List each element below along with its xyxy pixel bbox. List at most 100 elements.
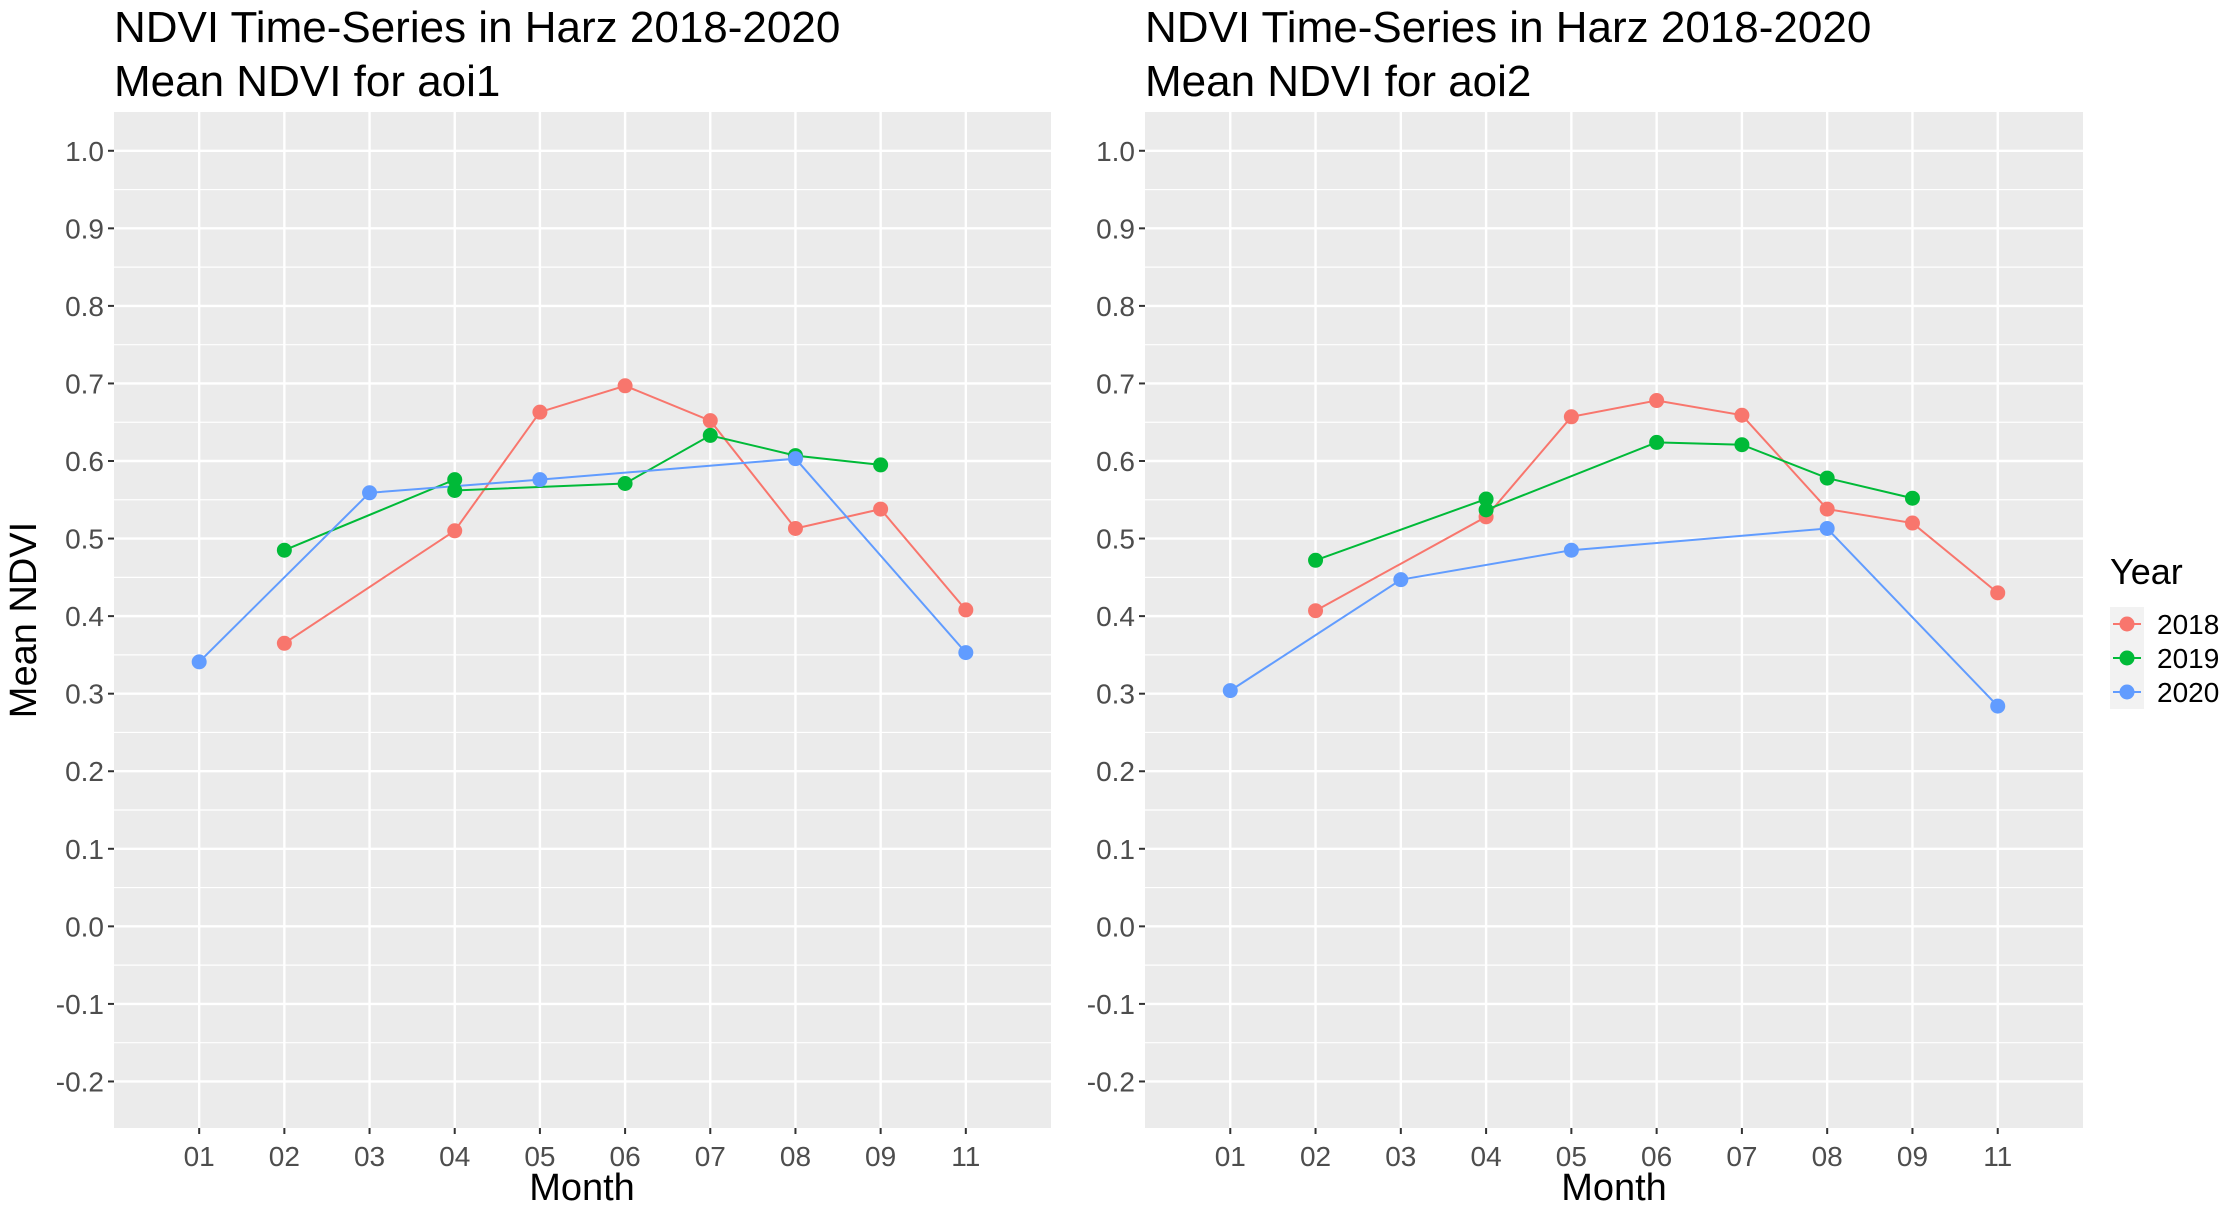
- data-point-2019: [873, 457, 889, 473]
- legend-item-2018: 2018: [2110, 607, 2219, 641]
- legend-label-2020: 2020: [2157, 677, 2219, 708]
- y-tick-labels: -0.2 -0.1 0.0 0.1 0.2 0.3 0.4 0.5 0.6 0.7 0.8 0.9 1.…: [56, 136, 114, 1097]
- x-tick-label: 06: [1641, 1141, 1672, 1172]
- data-point-2020: [1563, 542, 1579, 558]
- y-tick-labels: -0.2 -0.1 0.0 0.1 0.2 0.3 0.4 0.5 0.6 0.7 0.8 0.9 1.…: [1087, 136, 1145, 1097]
- data-point-2018: [1308, 603, 1324, 619]
- data-point-2018: [1819, 501, 1835, 517]
- x-tick-label: 08: [780, 1141, 811, 1172]
- data-point-2018: [787, 520, 803, 536]
- legend-item-2020: 2020: [2110, 675, 2219, 709]
- y-tick-label: 0.8: [65, 291, 104, 322]
- x-tick-label: 03: [1385, 1141, 1416, 1172]
- y-axis-label: Mean NDVI: [3, 522, 45, 718]
- x-tick-label: 11: [1983, 1141, 2012, 1172]
- data-point-2020: [191, 654, 207, 670]
- y-tick-label: 0.2: [65, 756, 104, 787]
- legend: Year 2018 2019 2020: [2110, 551, 2219, 709]
- data-point-2019: [1308, 552, 1324, 568]
- data-point-2018: [873, 501, 889, 517]
- data-point-2020: [362, 485, 378, 501]
- x-tick-label: 08: [1812, 1141, 1843, 1172]
- x-tick-label: 02: [269, 1141, 300, 1172]
- legend-key-point: [2119, 650, 2135, 666]
- series-line-2018: [1315, 399, 1999, 612]
- data-point-2019: [276, 542, 292, 558]
- data-point-2018: [1563, 409, 1579, 425]
- y-tick-label: 0.8: [1096, 291, 1135, 322]
- y-tick-label: 0.5: [1096, 524, 1135, 555]
- data-point-2020: [1222, 683, 1238, 699]
- data-point-2020: [1393, 572, 1409, 588]
- x-tick-label: 04: [1471, 1141, 1502, 1172]
- y-tick-label: 0.4: [1096, 601, 1135, 632]
- x-axis-label: Month: [1561, 1167, 1667, 1209]
- x-tick-label: 07: [695, 1141, 726, 1172]
- data-point-2019: [1649, 434, 1665, 450]
- data-point-2019: [617, 475, 633, 491]
- legend-item-2019: 2019: [2110, 641, 2219, 675]
- data-point-2019: [1734, 437, 1750, 453]
- legend-title: Year: [2110, 551, 2183, 592]
- chart-subtitle: Mean NDVI for aoi2: [1145, 57, 1531, 106]
- y-tick-label: 0.9: [1096, 213, 1135, 244]
- x-tick-label: 02: [1300, 1141, 1331, 1172]
- data-point-2019: [1819, 470, 1835, 486]
- data-point-2018: [958, 602, 974, 618]
- x-axis-label: Month: [529, 1167, 635, 1209]
- x-tick-label: 01: [184, 1141, 215, 1172]
- y-tick-label: 1.0: [65, 136, 104, 167]
- y-tick-label: 0.3: [65, 679, 104, 710]
- data-point-2020: [532, 472, 548, 488]
- chart-title: NDVI Time-Series in Harz 2018-2020: [114, 3, 840, 52]
- x-tick-label: 05: [524, 1141, 555, 1172]
- data-point-2019: [1478, 491, 1494, 507]
- y-tick-label: -0.1: [1087, 989, 1135, 1020]
- data-point-2019: [1478, 502, 1494, 518]
- chart-subtitle: Mean NDVI for aoi1: [114, 57, 500, 106]
- data-point-2020: [958, 645, 974, 661]
- data-point-2018: [276, 635, 292, 651]
- y-tick-label: 0.0: [1096, 911, 1135, 942]
- y-tick-label: 0.3: [1096, 679, 1135, 710]
- legend-label-2019: 2019: [2157, 643, 2219, 674]
- data-point-2018: [702, 413, 718, 429]
- series-line-2018: [283, 384, 967, 645]
- y-tick-label: 0.7: [65, 368, 104, 399]
- data-point-2019: [447, 472, 463, 488]
- data-point-2020: [787, 451, 803, 467]
- data-point-2020: [1819, 520, 1835, 536]
- x-tick-label: 11: [951, 1141, 980, 1172]
- y-tick-label: 0.6: [65, 446, 104, 477]
- y-tick-label: 0.4: [65, 601, 104, 632]
- y-tick-label: 1.0: [1096, 136, 1135, 167]
- data-point-2018: [532, 404, 548, 420]
- x-tick-label: 09: [865, 1141, 896, 1172]
- y-tick-label: -0.2: [1087, 1066, 1135, 1097]
- y-tick-label: -0.1: [56, 989, 104, 1020]
- data-point-2018: [617, 378, 633, 394]
- y-tick-label: 0.5: [65, 524, 104, 555]
- y-tick-label: 0.7: [1096, 368, 1135, 399]
- y-tick-label: 0.9: [65, 213, 104, 244]
- y-tick-label: 0.1: [65, 834, 104, 865]
- grid-layer: [1145, 112, 2083, 1128]
- legend-key-point: [2119, 684, 2135, 700]
- y-tick-label: 0.6: [1096, 446, 1135, 477]
- x-tick-label: 01: [1215, 1141, 1246, 1172]
- x-tick-labels: 01 02 03 04 05 06 07 08 09 11: [1215, 1128, 2012, 1172]
- data-point-2018: [1904, 515, 1920, 531]
- data-point-2018: [447, 523, 463, 539]
- data-point-2020: [1990, 698, 2006, 714]
- data-point-2019: [702, 427, 718, 443]
- x-tick-label: 05: [1556, 1141, 1587, 1172]
- grid-layer: [114, 112, 1051, 1128]
- y-tick-label: -0.2: [56, 1066, 104, 1097]
- y-tick-label: 0.2: [1096, 756, 1135, 787]
- chart-aoi1: NDVI Time-Series in Harz 2018-2020 Mean …: [3, 3, 1051, 1209]
- data-point-2019: [1904, 490, 1920, 506]
- data-point-2019: [447, 482, 463, 498]
- data-point-2018: [1990, 585, 2006, 601]
- legend-key-point: [2119, 616, 2135, 632]
